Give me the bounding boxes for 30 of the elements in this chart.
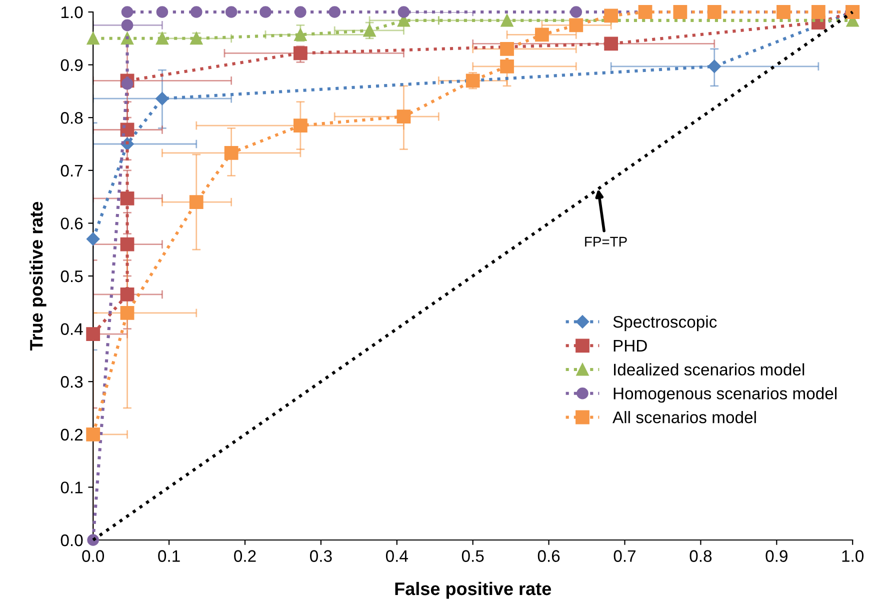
legend-label: Spectroscopic [613, 316, 717, 332]
x-tick-label: 0.1 [158, 550, 180, 562]
y-tick-label: 0.3 [60, 376, 83, 388]
y-tick-label: 0.5 [60, 270, 83, 282]
x-tick-label: 1.0 [842, 550, 864, 562]
legend-label: Homogenous scenarios model [614, 387, 836, 403]
legend-label: All scenarios model [612, 411, 756, 424]
y-axis-title: True positive rate [29, 202, 46, 351]
legend-label: Idealized scenarios model [614, 363, 804, 376]
x-tick-label: 0.3 [310, 550, 332, 562]
y-tick-label: 0.4 [60, 323, 83, 336]
x-tick-label: 0.0 [82, 550, 104, 562]
legend-label: PHD [614, 340, 647, 352]
y-tick-label: 0.2 [60, 428, 83, 441]
y-tick-label: 0.7 [60, 164, 83, 177]
x-tick-label: 0.7 [614, 550, 636, 562]
x-tick-label: 0.6 [538, 550, 560, 562]
x-tick-label: 0.4 [386, 550, 408, 562]
annotation: FP=TP [585, 236, 627, 246]
y-tick-label: 0.6 [60, 218, 83, 230]
y-tick-label: 0.0 [60, 534, 83, 546]
x-axis-title: False positive rate [395, 582, 552, 599]
y-tick-label: 0.9 [60, 59, 83, 72]
x-tick-label: 0.2 [234, 550, 256, 562]
y-tick-label: 1.0 [61, 6, 83, 18]
y-tick-label: 0.1 [60, 482, 83, 494]
x-tick-label: 0.5 [462, 550, 484, 562]
y-tick-label: 0.8 [60, 112, 83, 124]
x-tick-label: 0.8 [690, 550, 712, 562]
x-tick-label: 0.9 [766, 550, 788, 562]
